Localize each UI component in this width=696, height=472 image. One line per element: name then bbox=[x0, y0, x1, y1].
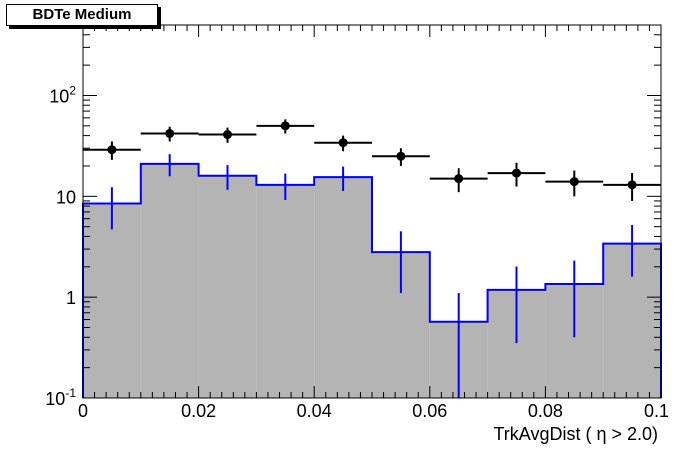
mc-bar bbox=[198, 175, 257, 398]
x-tick-label: 0.02 bbox=[181, 401, 216, 421]
data-point-group bbox=[83, 141, 141, 160]
data-point bbox=[223, 130, 232, 140]
data-point-group bbox=[372, 148, 430, 166]
data-point-group bbox=[198, 127, 257, 143]
data-point-group bbox=[140, 126, 199, 142]
y-tick-label: 10 bbox=[56, 187, 76, 207]
data-point-group bbox=[256, 119, 315, 134]
chart-title-box: BDTe Medium bbox=[6, 4, 158, 26]
mc-bar bbox=[83, 203, 141, 398]
mc-error-bars bbox=[110, 154, 634, 398]
data-point-group bbox=[429, 168, 488, 193]
data-point bbox=[165, 128, 175, 138]
y-tick-label: 10-1 bbox=[45, 386, 76, 409]
data-point bbox=[569, 177, 579, 187]
y-tick-label: 1 bbox=[66, 288, 76, 308]
x-axis-ticks: 0 0.02 0.04 0.06 0.08 0.1 bbox=[78, 25, 669, 421]
data-point bbox=[396, 151, 406, 161]
y-axis-ticks: 10-1 1 10 102 bbox=[45, 24, 661, 409]
data-points bbox=[83, 119, 661, 201]
x-tick-label: 0.08 bbox=[528, 401, 563, 421]
x-tick-label: 0.1 bbox=[644, 401, 669, 421]
x-tick-label: 0.04 bbox=[297, 401, 332, 421]
data-point bbox=[512, 168, 521, 178]
mc-histogram-outline bbox=[82, 162, 662, 398]
data-point-group bbox=[487, 162, 546, 187]
x-axis-label: TrkAvgDist ( η > 2.0) bbox=[493, 424, 658, 444]
data-point-group bbox=[545, 170, 604, 197]
x-tick-label: 0 bbox=[78, 401, 88, 421]
data-point-group bbox=[314, 135, 372, 152]
y-tick-label: 102 bbox=[49, 83, 76, 106]
mc-step-line bbox=[82, 162, 662, 398]
mc-bar bbox=[314, 177, 372, 398]
data-point bbox=[280, 121, 290, 131]
mc-bar bbox=[140, 163, 199, 398]
mc-histogram-fill bbox=[83, 163, 661, 398]
data-point bbox=[627, 180, 637, 190]
x-tick-label: 0.06 bbox=[412, 401, 447, 421]
data-point bbox=[454, 174, 464, 184]
data-point bbox=[338, 138, 348, 148]
data-point-group bbox=[603, 173, 661, 201]
mc-bar bbox=[256, 184, 315, 398]
data-point bbox=[107, 145, 117, 155]
